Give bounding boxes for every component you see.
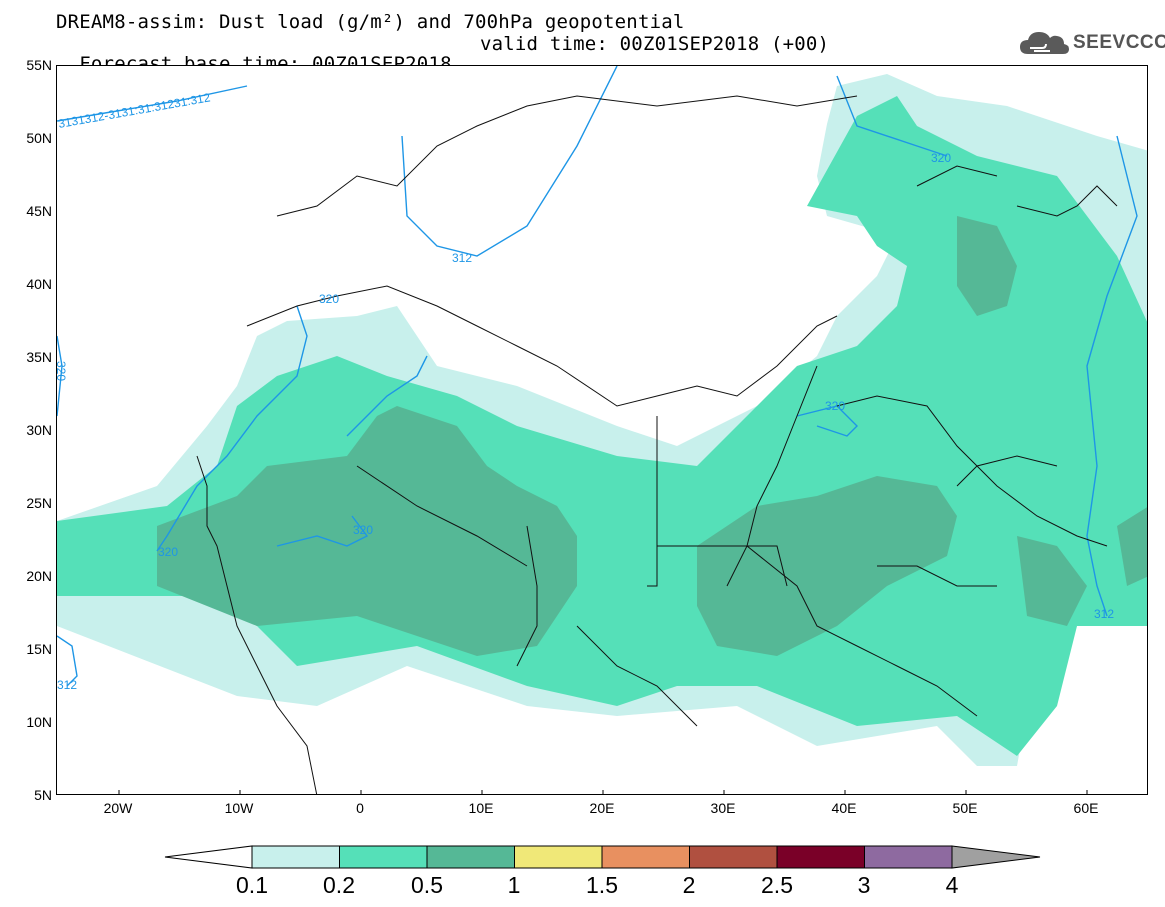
lat-label: 45N	[26, 203, 52, 219]
lon-label: 20W	[103, 800, 133, 816]
colorbar-box	[601, 845, 690, 869]
lon-label: 30E	[710, 800, 736, 816]
seevccc-logo: SEEVCCC	[1018, 28, 1165, 58]
lat-label: 25N	[26, 495, 52, 511]
lat-label: 20N	[26, 568, 52, 584]
contour-lines	[57, 66, 1138, 687]
logo-text: SEEVCCC	[1073, 32, 1165, 53]
colorbar-label: 1.5	[586, 872, 618, 898]
lon-label: 10W	[224, 800, 254, 816]
colorbar-under-triangle	[164, 845, 253, 869]
lon-tick-marks	[118, 790, 1088, 794]
colorbar-box	[514, 845, 603, 869]
dust-map: 3131312-3131:31:31231:312 312 320 320 32…	[57, 66, 1147, 794]
lat-label: 30N	[26, 422, 52, 438]
colorbar-box	[689, 845, 778, 869]
contour-label: 320	[931, 151, 951, 165]
coastlines-borders	[196, 95, 1118, 794]
colorbar-label: 1	[507, 872, 521, 898]
colorbar-label: 0.5	[411, 872, 443, 898]
contour-label: 320	[319, 292, 339, 306]
contour-label: 320	[353, 523, 373, 537]
lon-label: 40E	[831, 800, 857, 816]
colorbar-box	[426, 845, 515, 869]
colorbar-box	[251, 845, 340, 869]
lon-label: 0	[356, 800, 364, 816]
colorbar-over-triangle	[951, 845, 1041, 869]
contour-label: 3131312-3131:31:31231:312	[57, 90, 212, 131]
colorbar-label: 3	[857, 872, 871, 898]
lon-label: 50E	[952, 800, 978, 816]
colorbar	[164, 845, 1041, 869]
valid-time-text: valid time: 00Z01SEP2018 (+00)	[480, 33, 830, 55]
lat-label: 55N	[26, 57, 52, 73]
lat-label: 35N	[26, 349, 52, 365]
lon-label: 10E	[468, 800, 494, 816]
lat-label: 50N	[26, 130, 52, 146]
lat-label: 10N	[26, 714, 52, 730]
map-area: 3131312-3131:31:31231:312 312 320 320 32…	[56, 65, 1148, 795]
colorbar-label: 0.2	[323, 872, 355, 898]
lat-label: 5N	[34, 787, 52, 803]
contour-label: 312	[1094, 607, 1114, 621]
lat-label: 40N	[26, 276, 52, 292]
colorbar-boxes	[251, 845, 953, 869]
map-title: DREAM8-assim: Dust load (g/m²) and 700hP…	[56, 11, 685, 33]
colorbar-label: 4	[945, 872, 959, 898]
colorbar-label: 2.5	[761, 872, 793, 898]
lon-label: 20E	[589, 800, 615, 816]
colorbar-label: 0.1	[236, 872, 268, 898]
colorbar-box	[339, 845, 428, 869]
lat-label: 15N	[26, 641, 52, 657]
colorbar-box	[776, 845, 865, 869]
dust-level-0.5-fill	[157, 216, 1147, 656]
contour-label: 312	[57, 678, 77, 692]
contour-label: 320	[57, 361, 68, 381]
contour-label: 320	[825, 399, 845, 413]
contour-label: 320	[158, 545, 178, 559]
colorbar-box	[864, 845, 953, 869]
colorbar-label: 2	[682, 872, 696, 898]
cloud-logo-icon	[1020, 32, 1069, 54]
contour-label: 312	[452, 251, 472, 265]
lon-label: 60E	[1073, 800, 1099, 816]
